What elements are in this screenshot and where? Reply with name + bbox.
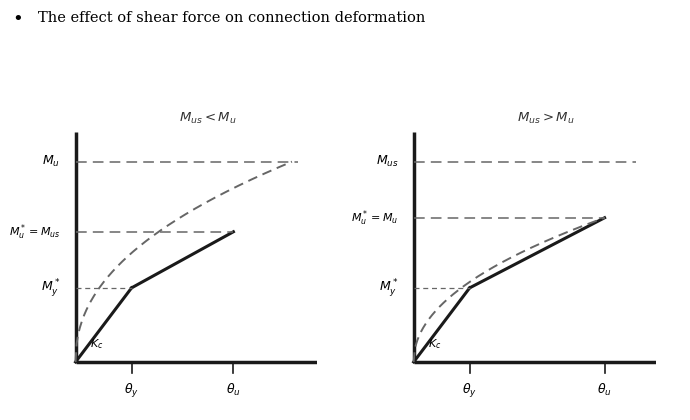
- Text: $M_y^*$: $M_y^*$: [41, 277, 60, 299]
- Text: $\theta_y$: $\theta_y$: [462, 382, 477, 400]
- Text: $M_u^*=M_{us}$: $M_u^*=M_{us}$: [9, 222, 60, 241]
- Text: $\theta_u$: $\theta_u$: [226, 382, 241, 398]
- Text: $M_{us}$: $M_{us}$: [375, 154, 398, 169]
- Text: $M_u^*=M_u$: $M_u^*=M_u$: [351, 208, 398, 228]
- Text: $M_{us}>M_u$: $M_{us}>M_u$: [518, 110, 575, 126]
- Text: The effect of shear force on connection deformation: The effect of shear force on connection …: [38, 10, 425, 24]
- Text: $\theta_y$: $\theta_y$: [124, 382, 139, 400]
- Text: $K_c$: $K_c$: [90, 337, 103, 351]
- Text: $M_u$: $M_u$: [42, 154, 60, 169]
- Text: $K_c$: $K_c$: [428, 337, 441, 351]
- Text: $M_y^*$: $M_y^*$: [379, 277, 398, 299]
- Text: •: •: [12, 10, 23, 29]
- Text: $M_{us}<M_u$: $M_{us}<M_u$: [179, 110, 237, 126]
- Text: $\theta_u$: $\theta_u$: [597, 382, 612, 398]
